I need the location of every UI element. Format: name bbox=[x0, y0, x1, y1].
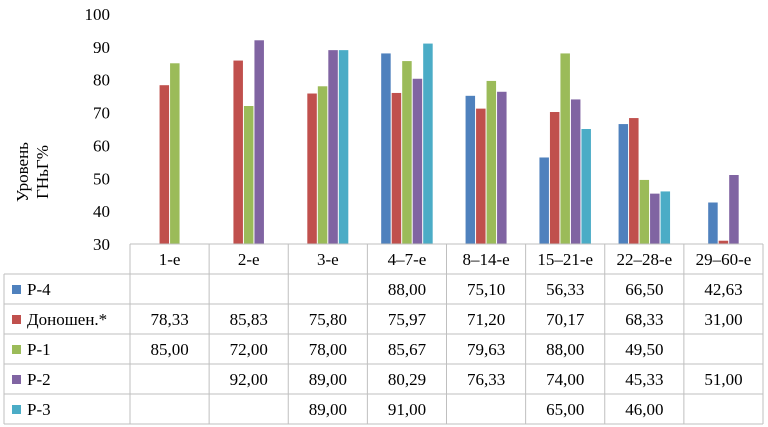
data-table-value: 89,00 bbox=[309, 400, 347, 419]
data-table-value: 31,00 bbox=[704, 310, 742, 329]
data-table-value: 91,00 bbox=[388, 400, 426, 419]
bar bbox=[660, 191, 671, 244]
data-table-value: 79,63 bbox=[467, 340, 505, 359]
bar bbox=[639, 179, 650, 244]
category-label: 4–7-е bbox=[388, 250, 427, 269]
bar bbox=[391, 92, 402, 244]
data-table-value: 68,33 bbox=[625, 310, 663, 329]
bar bbox=[560, 53, 570, 244]
y-tick-label: 80 bbox=[93, 71, 110, 90]
category-label: 1-е bbox=[159, 250, 181, 269]
y-tick-label: 100 bbox=[85, 5, 111, 24]
bar bbox=[629, 118, 639, 244]
data-table-value: 89,00 bbox=[309, 370, 347, 389]
legend-label: Р-2 bbox=[27, 370, 51, 389]
bar bbox=[476, 108, 486, 244]
legend-label: Доношен.* bbox=[27, 310, 107, 329]
bar bbox=[402, 61, 412, 244]
bar bbox=[497, 91, 507, 244]
bar bbox=[549, 112, 560, 245]
data-table-value: 65,00 bbox=[546, 400, 584, 419]
legend-swatch bbox=[12, 345, 21, 354]
bar bbox=[570, 99, 581, 244]
category-label: 15–21-е bbox=[537, 250, 593, 269]
legend-label: Р-4 bbox=[27, 280, 51, 299]
category-label: 22–28-е bbox=[616, 250, 672, 269]
data-table-value: 72,00 bbox=[230, 340, 268, 359]
bar bbox=[381, 53, 391, 244]
data-table-value: 88,00 bbox=[388, 280, 426, 299]
y-tick-label: 70 bbox=[93, 104, 110, 123]
data-table-value: 51,00 bbox=[704, 370, 742, 389]
legend-swatch bbox=[12, 315, 21, 324]
bar bbox=[317, 86, 328, 245]
data-table-value: 92,00 bbox=[230, 370, 268, 389]
bar bbox=[539, 157, 549, 244]
bar bbox=[328, 50, 338, 245]
bar bbox=[243, 106, 254, 244]
data-table-value: 66,50 bbox=[625, 280, 663, 299]
data-table-value: 70,17 bbox=[546, 310, 585, 329]
bar bbox=[729, 175, 739, 244]
legend-label: Р-3 bbox=[27, 400, 51, 419]
data-table-value: 88,00 bbox=[546, 340, 584, 359]
data-table-value: 71,20 bbox=[467, 310, 505, 329]
bar bbox=[423, 43, 433, 245]
bar bbox=[338, 50, 349, 245]
data-table-value: 76,33 bbox=[467, 370, 505, 389]
data-table-value: 75,80 bbox=[309, 310, 347, 329]
data-table-value: 75,97 bbox=[388, 310, 427, 329]
data-table-value: 85,00 bbox=[150, 340, 188, 359]
bar bbox=[159, 85, 170, 244]
bar bbox=[718, 240, 729, 244]
category-label: 3-е bbox=[317, 250, 339, 269]
bar bbox=[708, 202, 718, 244]
bar bbox=[650, 193, 660, 244]
legend-swatch bbox=[12, 375, 21, 384]
data-table-value: 80,29 bbox=[388, 370, 426, 389]
legend-swatch bbox=[12, 285, 21, 294]
bar bbox=[486, 80, 497, 245]
category-label: 29–60-е bbox=[696, 250, 752, 269]
data-table-value: 85,83 bbox=[230, 310, 268, 329]
bar bbox=[581, 129, 591, 244]
category-label: 8–14-е bbox=[462, 250, 509, 269]
data-table-value: 49,50 bbox=[625, 340, 663, 359]
data-table-value: 78,33 bbox=[150, 310, 188, 329]
y-tick-label: 50 bbox=[93, 169, 110, 188]
bar bbox=[307, 93, 317, 244]
legend-swatch bbox=[12, 405, 21, 414]
data-table-value: 78,00 bbox=[309, 340, 347, 359]
bar bbox=[254, 40, 264, 245]
y-tick-label: 40 bbox=[93, 202, 110, 221]
bar bbox=[465, 95, 476, 244]
y-axis-title-line: ГНьГ% bbox=[33, 145, 52, 199]
data-table-value: 42,63 bbox=[704, 280, 742, 299]
bar bbox=[618, 124, 629, 244]
data-table-value: 45,33 bbox=[625, 370, 663, 389]
y-tick-label: 60 bbox=[93, 136, 110, 155]
y-tick-label: 90 bbox=[93, 38, 110, 57]
data-table-value: 46,00 bbox=[625, 400, 663, 419]
y-axis-title: УровеньГНьГ% bbox=[13, 142, 52, 202]
data-table-value: 56,33 bbox=[546, 280, 584, 299]
data-table-value: 75,10 bbox=[467, 280, 505, 299]
data-table-value: 85,67 bbox=[388, 340, 427, 359]
y-axis-title-line: Уровень bbox=[13, 142, 32, 202]
bar bbox=[412, 78, 423, 244]
y-tick-label: 30 bbox=[93, 235, 110, 254]
category-label: 2-е bbox=[238, 250, 260, 269]
bar bbox=[233, 60, 243, 245]
legend-label: Р-1 bbox=[27, 340, 51, 359]
data-table-value: 74,00 bbox=[546, 370, 584, 389]
bar bbox=[170, 63, 180, 245]
